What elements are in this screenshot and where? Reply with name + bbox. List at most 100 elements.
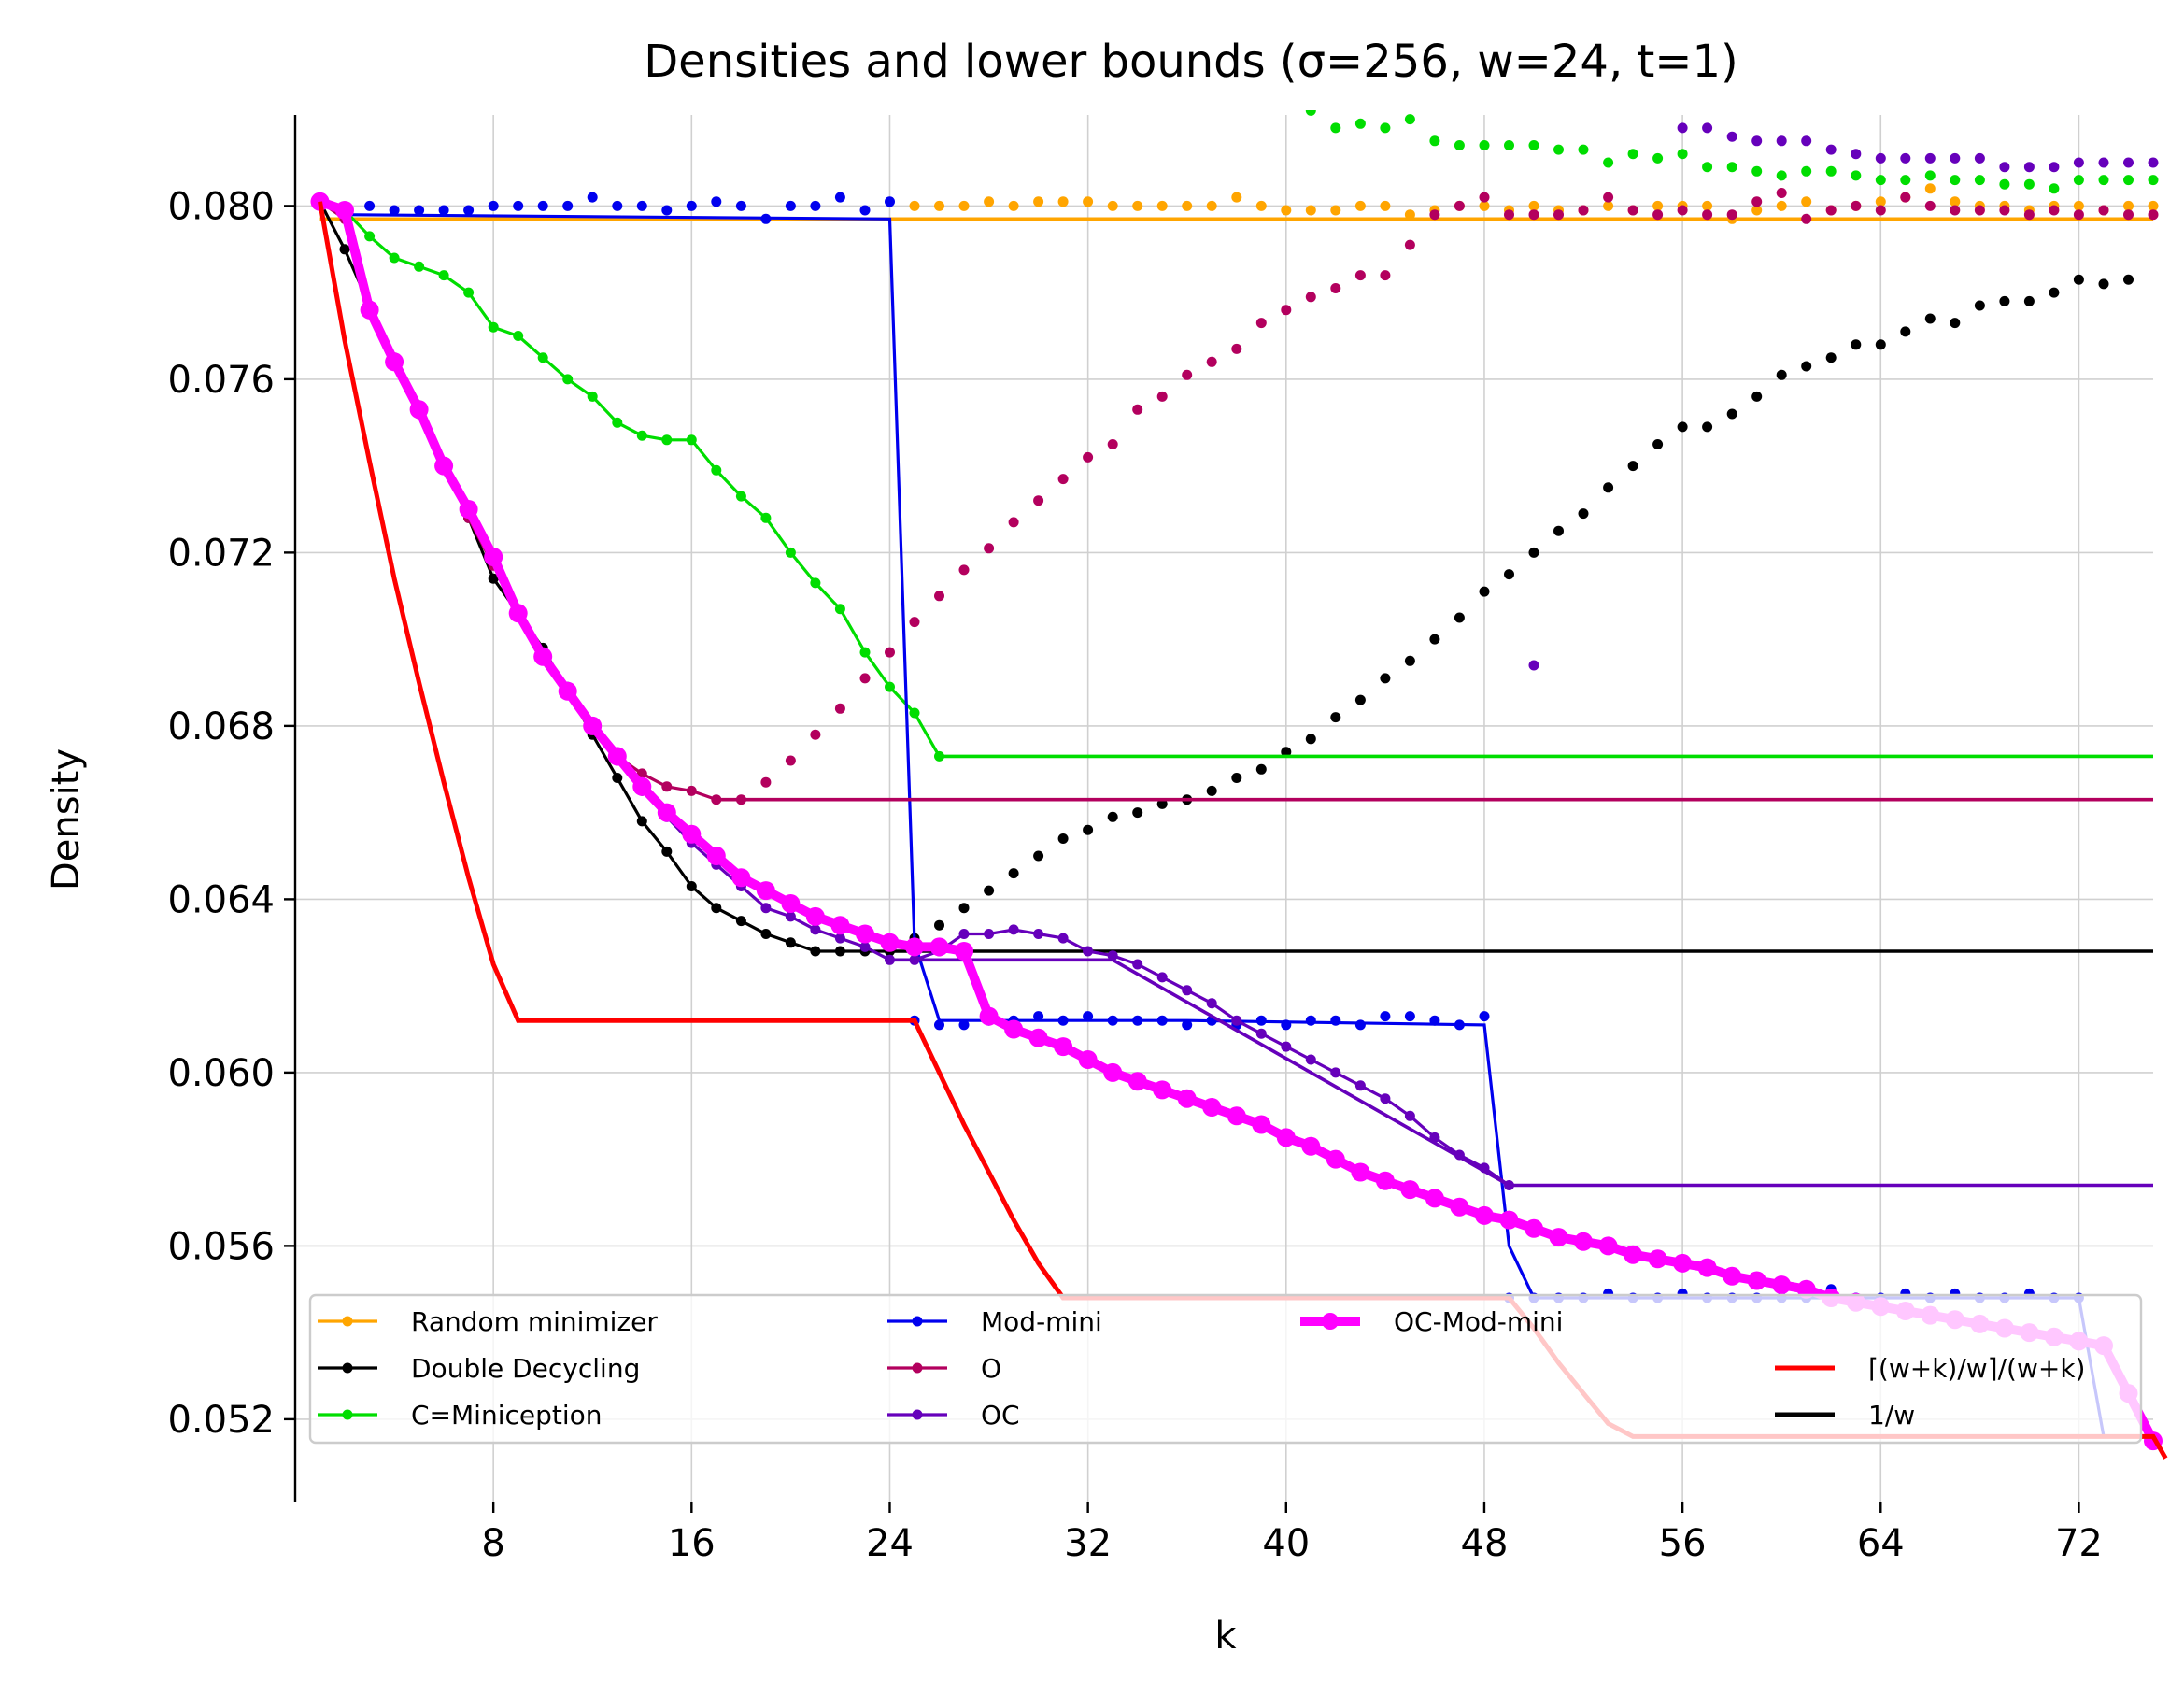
oc-mod-mini-point bbox=[1499, 1210, 1519, 1230]
oc-mod-mini-point bbox=[1153, 1080, 1172, 1100]
random-minimizer-point bbox=[1875, 196, 1886, 207]
double-decycling-point bbox=[1553, 525, 1564, 536]
c-miniception-point bbox=[2073, 175, 2084, 186]
oc-mod-mini-point bbox=[1648, 1249, 1667, 1269]
o-point bbox=[1504, 209, 1514, 221]
random-minimizer-point bbox=[984, 196, 995, 207]
oc-point bbox=[1107, 950, 1118, 961]
oc-mod-mini-point bbox=[706, 847, 726, 865]
oc-point bbox=[1206, 998, 1217, 1009]
o-point bbox=[1924, 200, 1936, 211]
c-miniception-point bbox=[438, 270, 449, 281]
double-decycling-point bbox=[1156, 798, 1168, 809]
oc-mod-mini-point bbox=[1054, 1037, 1073, 1057]
oc-point bbox=[859, 941, 871, 952]
oc-point bbox=[2049, 162, 2060, 173]
mod-mini-point bbox=[661, 205, 673, 216]
mod-mini-point bbox=[1429, 1015, 1440, 1026]
mod-mini-point bbox=[1479, 1011, 1490, 1022]
c-miniception-point bbox=[711, 464, 722, 476]
o-point bbox=[1008, 517, 1019, 528]
mod-mini-point bbox=[612, 200, 623, 211]
c-miniception-point bbox=[859, 647, 871, 658]
mod-mini-point bbox=[934, 1019, 944, 1031]
oc-point bbox=[1156, 972, 1168, 983]
y-tick-label: 0.056 bbox=[167, 1225, 275, 1268]
random-minimizer-point bbox=[1206, 200, 1217, 211]
o-point bbox=[760, 776, 772, 788]
o-point bbox=[686, 785, 697, 796]
c-miniception-point bbox=[587, 391, 598, 402]
oc-mod-mini-point bbox=[1425, 1189, 1444, 1208]
oc-mod-mini-point bbox=[1673, 1253, 1693, 1273]
oc-mod-mini-point bbox=[459, 500, 478, 519]
double-decycling-point bbox=[636, 816, 647, 827]
x-axis-label: k bbox=[1214, 1615, 1237, 1658]
random-minimizer-point bbox=[1008, 200, 1019, 211]
c-miniception-point bbox=[414, 261, 425, 272]
oc-point bbox=[1924, 152, 1936, 164]
legend-swatch-marker bbox=[912, 1362, 923, 1374]
o-point bbox=[1875, 205, 1886, 216]
mod-mini-point bbox=[1156, 1015, 1168, 1026]
c-miniception-point bbox=[1875, 175, 1886, 186]
oc-point bbox=[1479, 1162, 1490, 1174]
double-decycling-point bbox=[1851, 339, 1862, 350]
mod-mini-point bbox=[636, 200, 647, 211]
c-miniception-point bbox=[1726, 162, 1737, 173]
o-point bbox=[2073, 209, 2084, 221]
mod-mini-point bbox=[438, 205, 449, 216]
c-miniception-point bbox=[686, 434, 697, 446]
oc-mod-mini-point bbox=[583, 716, 603, 735]
oc-mod-mini-point bbox=[979, 1006, 999, 1026]
oc-point bbox=[1851, 149, 1862, 160]
random-minimizer-point bbox=[1404, 209, 1415, 221]
o-point bbox=[711, 794, 722, 805]
c-miniception-point bbox=[562, 374, 574, 385]
oc-point bbox=[1504, 1180, 1514, 1190]
oc-mod-mini-point bbox=[1127, 1072, 1147, 1091]
c-miniception-point bbox=[1702, 162, 1713, 173]
random-minimizer-point bbox=[1603, 200, 1614, 211]
oc-point bbox=[1255, 1028, 1267, 1039]
double-decycling-point bbox=[2098, 278, 2109, 290]
double-decycling-point bbox=[1033, 850, 1044, 862]
c-miniception-point bbox=[1776, 170, 1787, 181]
c-miniception-point bbox=[1380, 122, 1391, 134]
legend-swatch-marker bbox=[1322, 1313, 1339, 1330]
o-point bbox=[2148, 209, 2159, 221]
double-decycling-point bbox=[760, 929, 772, 939]
x-tick-label: 64 bbox=[1857, 1522, 1905, 1565]
oc-mod-mini-point bbox=[1772, 1275, 1792, 1295]
c-miniception-point bbox=[364, 231, 376, 242]
double-decycling-point bbox=[1825, 352, 1837, 363]
c-miniception-point bbox=[834, 604, 845, 615]
o-point bbox=[1950, 205, 1961, 216]
mod-mini-point bbox=[1404, 1011, 1415, 1022]
mod-mini-point bbox=[735, 200, 746, 211]
double-decycling-point bbox=[1627, 461, 1638, 472]
o-point bbox=[1999, 205, 2010, 216]
oc-point bbox=[1033, 929, 1044, 939]
o-point bbox=[1132, 404, 1143, 415]
c-miniception-point bbox=[537, 352, 548, 363]
random-minimizer-point bbox=[1083, 196, 1094, 207]
mod-mini-point bbox=[1330, 1015, 1341, 1026]
oc-point bbox=[1677, 122, 1688, 134]
mod-mini-point bbox=[1033, 1011, 1044, 1022]
legend-item-oc: OC bbox=[887, 1400, 1020, 1431]
double-decycling-point bbox=[785, 937, 796, 948]
c-miniception-point bbox=[1404, 114, 1415, 125]
o-point bbox=[1156, 391, 1168, 402]
double-decycling-point bbox=[1924, 313, 1936, 324]
double-decycling-point bbox=[1950, 318, 1961, 329]
c-miniception-point bbox=[1900, 175, 1911, 186]
oc-point bbox=[1702, 122, 1713, 134]
double-decycling-point bbox=[1354, 694, 1366, 705]
o-point bbox=[661, 781, 673, 792]
double-decycling-point bbox=[488, 573, 499, 584]
random-minimizer-point bbox=[1950, 196, 1961, 207]
c-miniception-point bbox=[1751, 165, 1763, 177]
c-miniception-point bbox=[934, 750, 944, 762]
oc-mod-mini-point bbox=[533, 647, 553, 666]
